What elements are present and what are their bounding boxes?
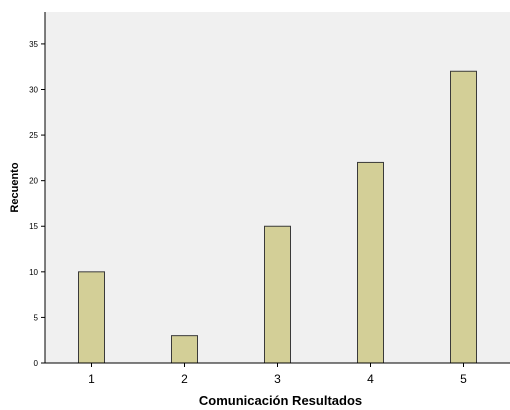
bar (171, 335, 198, 364)
x-tick-label: 3 (274, 372, 281, 386)
bar (450, 70, 477, 364)
y-tick-label: 0 (34, 359, 39, 368)
y-axis-title: Recuento (9, 162, 21, 212)
y-tick-label: 20 (29, 177, 38, 186)
x-tick-label: 4 (367, 372, 374, 386)
y-tick-label: 30 (29, 85, 38, 94)
x-axis-ticks: 1 2 3 4 5 (88, 363, 467, 386)
y-tick-label: 5 (34, 313, 39, 322)
x-tick-label: 2 (181, 372, 188, 386)
y-tick-label: 35 (29, 40, 38, 49)
y-tick-label: 10 (29, 268, 38, 277)
bar (264, 225, 291, 364)
y-axis-ticks: 0 5 10 15 20 25 30 35 (29, 40, 45, 368)
x-tick-label: 1 (88, 372, 95, 386)
x-axis-title: Comunicación Resultados (199, 393, 362, 408)
bar (78, 271, 105, 364)
y-tick-label: 25 (29, 131, 38, 140)
x-tick-label: 5 (460, 372, 467, 386)
y-tick-label: 15 (29, 222, 38, 231)
bar (357, 161, 384, 364)
bar-series (78, 70, 477, 364)
